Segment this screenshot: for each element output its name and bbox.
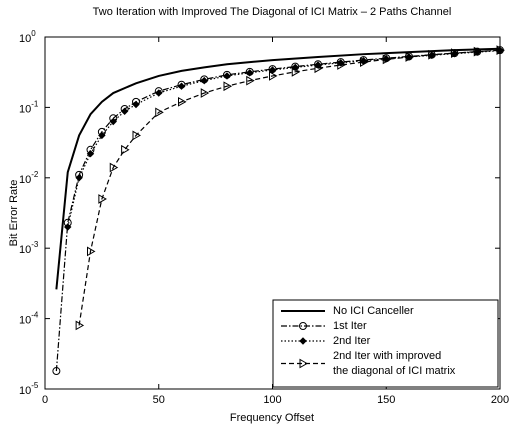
marker: [382, 54, 392, 65]
y-tick-exponent: -3: [31, 240, 39, 249]
marker: [451, 48, 460, 58]
marker: [177, 82, 186, 90]
marker: [132, 130, 142, 141]
marker: [200, 88, 210, 98]
chart-title: Two Iteration with Improved The Diagonal…: [93, 6, 452, 18]
marker: [473, 46, 483, 57]
x-tick-label: 100: [263, 394, 281, 406]
marker: [337, 60, 346, 70]
marker: [291, 66, 301, 77]
marker: [98, 194, 107, 204]
y-tick-base: 10: [19, 385, 31, 397]
legend-label: No ICI Canceller: [333, 305, 414, 317]
marker: [178, 96, 187, 107]
marker: [223, 81, 233, 92]
y-tick-label: 10-2: [19, 170, 39, 186]
marker: [121, 144, 130, 155]
y-tick-base: 10: [19, 174, 31, 186]
marker: [132, 100, 140, 109]
marker: [86, 149, 95, 158]
marker: [52, 367, 61, 376]
y-tick-label: 10-1: [19, 100, 39, 116]
marker: [223, 72, 231, 80]
x-tick-label: 200: [491, 394, 509, 406]
marker: [155, 89, 163, 97]
y-tick-label: 10-4: [19, 311, 39, 327]
marker: [360, 57, 369, 67]
marker: [64, 223, 72, 231]
x-tick-label: 150: [377, 394, 395, 406]
y-tick-label: 100: [19, 29, 36, 45]
y-tick-label: 10-5: [19, 381, 39, 397]
marker: [155, 107, 164, 118]
marker: [120, 107, 129, 116]
marker: [314, 61, 322, 69]
y-tick-base: 10: [19, 103, 31, 115]
marker: [496, 45, 506, 56]
legend-box: [272, 299, 499, 388]
x-axis-label: Frequency Offset: [230, 412, 314, 424]
marker: [268, 66, 277, 74]
legend-label: 2nd Iter: [333, 335, 371, 347]
y-tick-base: 10: [19, 244, 31, 256]
marker: [246, 69, 254, 77]
series-line: [55, 47, 501, 290]
y-tick-exponent: -4: [31, 311, 39, 320]
marker: [269, 71, 278, 81]
legend-label: 1st Iter: [333, 320, 367, 332]
marker: [299, 337, 307, 345]
marker: [87, 246, 96, 257]
y-tick-exponent: -5: [31, 381, 39, 390]
marker: [428, 49, 437, 60]
y-tick-exponent: -1: [31, 100, 39, 109]
marker: [75, 320, 85, 331]
series-line: [78, 49, 501, 326]
marker: [109, 117, 117, 126]
y-axis-label: Bit Error Rate: [8, 180, 20, 247]
y-tick-exponent: 0: [31, 29, 36, 38]
marker: [98, 131, 106, 140]
marker: [200, 76, 208, 85]
x-tick-label: 50: [153, 394, 165, 406]
marker: [75, 174, 83, 182]
legend-label: 2nd Iter with improved: [333, 350, 441, 362]
y-tick-base: 10: [19, 33, 31, 45]
legend-label: the diagonal of ICI matrix: [333, 365, 456, 377]
marker: [299, 322, 307, 330]
marker: [314, 63, 324, 74]
marker: [246, 75, 255, 86]
y-tick-exponent: -2: [31, 170, 39, 179]
marker: [109, 162, 119, 173]
x-tick-label: 0: [42, 394, 48, 406]
y-tick-base: 10: [19, 315, 31, 327]
marker: [299, 358, 309, 369]
marker: [405, 52, 415, 62]
y-tick-label: 10-3: [19, 240, 39, 256]
